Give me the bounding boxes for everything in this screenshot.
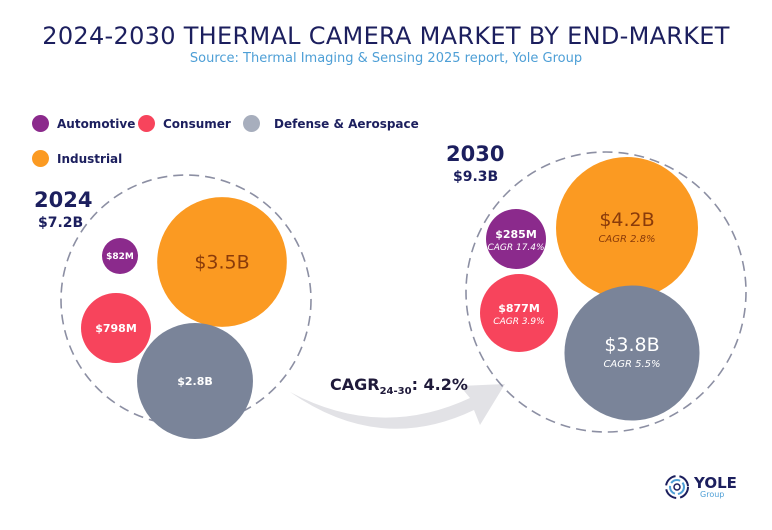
bubble-value-label: $798M (95, 322, 137, 335)
bubble-cagr-label: CAGR 2.8% (598, 234, 655, 245)
bubble-industrial-2030 (556, 157, 698, 299)
legend-dot (138, 115, 155, 132)
overall-cagr: CAGR24-30: 4.2% (330, 375, 468, 398)
legend-defense: Defense & Aerospace (243, 115, 419, 132)
year-2030: 2030 (446, 142, 505, 166)
growth-arrow (290, 384, 505, 429)
total-2030: $9.3B (453, 169, 499, 185)
legend-automotive: Automotive (32, 115, 135, 132)
bubble-value-label: $3.5B (194, 252, 249, 274)
yole-logo-icon (665, 475, 689, 499)
year-2024: 2024 (34, 188, 93, 212)
bubble-consumer-2024 (81, 293, 151, 363)
bubble-defense-aerospace-2024 (137, 323, 253, 439)
yole-logo: YOLE Group (664, 474, 737, 500)
legend-dot (32, 150, 49, 167)
bubble-cagr-label: CAGR 3.9% (493, 317, 544, 327)
bubble-industrial-2024 (157, 197, 287, 327)
bubble-defense-aerospace-2030 (564, 285, 700, 421)
bubble-value-label: $3.8B (604, 334, 659, 356)
bubble-value-label: $82M (106, 252, 134, 262)
bubble-value-label: $877M (498, 302, 540, 315)
legend-label: Consumer (163, 116, 231, 131)
legend-label: Industrial (57, 151, 123, 166)
bubble-cagr-label: CAGR 5.5% (603, 359, 660, 370)
bubble-consumer-2030 (480, 274, 558, 352)
bubble-automotive-2024 (102, 238, 138, 274)
total-2024: $7.2B (38, 215, 84, 231)
chart-subtitle: Source: Thermal Imaging & Sensing 2025 r… (189, 51, 583, 66)
legend-dot (243, 115, 260, 132)
group-outline-2030 (465, 151, 747, 433)
bubble-value-label: $285M (495, 228, 537, 241)
legend-industrial: Industrial (32, 150, 122, 167)
bubble-automotive-2030 (486, 209, 546, 269)
legend-label: Automotive (57, 116, 136, 131)
chart-title: 2024-2030 THERMAL CAMERA MARKET BY END-M… (42, 22, 730, 50)
legend-consumer: Consumer (138, 115, 231, 132)
legend-label: Defense & Aerospace (274, 116, 419, 131)
bubble-cagr-label: CAGR 17.4% (487, 243, 544, 253)
bubble-value-label: $2.8B (177, 375, 213, 388)
bubble-value-label: $4.2B (599, 209, 654, 231)
legend-dot (32, 115, 49, 132)
